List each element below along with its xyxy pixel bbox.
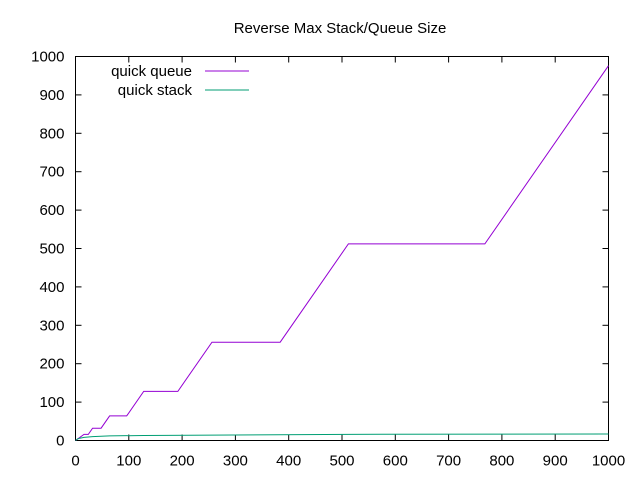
plot-frame: [75, 56, 609, 441]
x-tick-label: 400: [276, 453, 301, 470]
x-tick-label: 0: [71, 453, 79, 470]
x-tick-label: 1000: [592, 453, 625, 470]
y-tick-label: 500: [39, 241, 64, 258]
x-tick-label: 700: [436, 453, 461, 470]
legend-label: quick queue: [111, 63, 192, 80]
y-tick-label: 800: [39, 125, 64, 142]
y-tick-label: 0: [56, 433, 64, 450]
y-tick-label: 400: [39, 279, 64, 296]
y-tick-label: 300: [39, 317, 64, 334]
x-tick-label: 500: [329, 453, 354, 470]
x-tick-label: 100: [116, 453, 141, 470]
x-tick-label: 900: [543, 453, 568, 470]
legend: quick queue quick stack: [111, 63, 249, 99]
y-tick-label: 600: [39, 202, 64, 219]
legend-label: quick stack: [118, 82, 193, 99]
x-tick-label: 800: [489, 453, 514, 470]
y-tick-label: 1000: [31, 49, 64, 66]
series-line-quick-queue: [75, 65, 609, 441]
chart-title: Reverse Max Stack/Queue Size: [234, 20, 447, 37]
y-tick-label: 900: [39, 87, 64, 104]
x-tick-label: 200: [170, 453, 195, 470]
series-line-quick-stack: [75, 433, 609, 441]
y-tick-label: 200: [39, 356, 64, 373]
axis-ticks: 0 100 200 300 400 500 600 700 800 900 1000 0 100 200 3…: [31, 49, 625, 470]
x-tick-label: 600: [383, 453, 408, 470]
series-lines: [75, 65, 609, 441]
y-tick-label: 100: [39, 394, 64, 411]
x-tick-label: 300: [223, 453, 248, 470]
y-tick-label: 700: [39, 164, 64, 181]
